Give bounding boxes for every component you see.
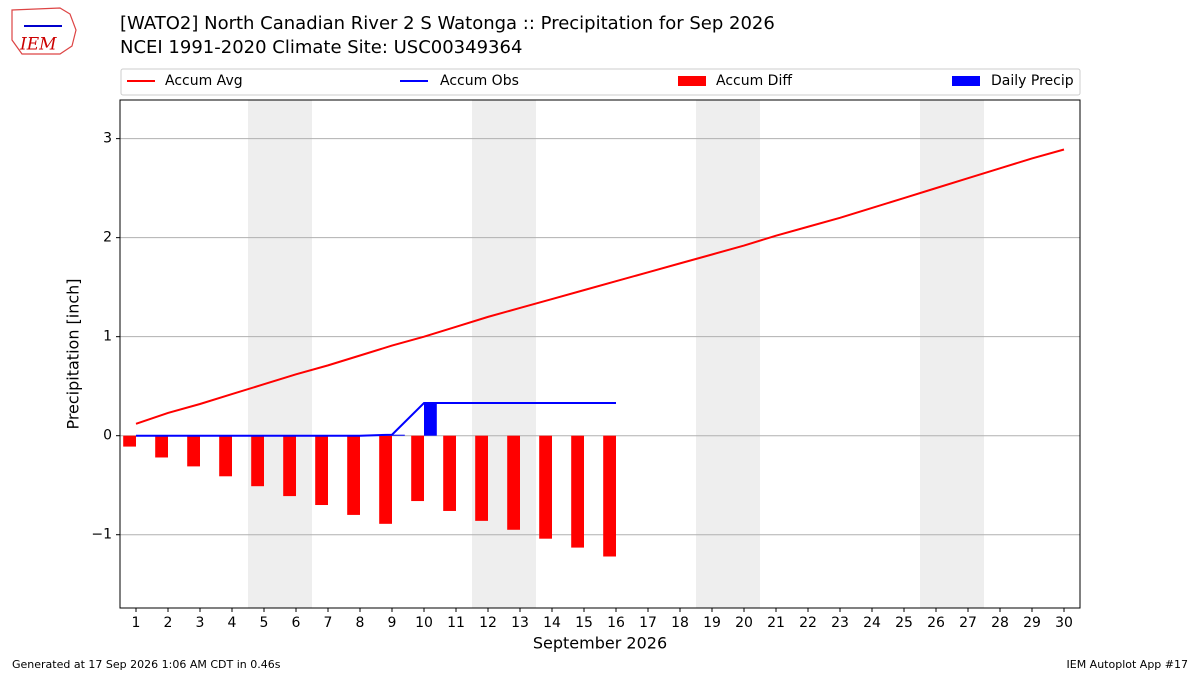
bar [283, 435, 296, 497]
x-tick-label: 4 [228, 615, 237, 631]
legend-label: Daily Precip [991, 73, 1074, 89]
x-tick-label: 23 [831, 615, 849, 631]
bar [392, 434, 405, 436]
x-tick-label: 24 [863, 615, 881, 631]
x-tick-label: 11 [447, 615, 465, 631]
bar [424, 403, 437, 436]
x-tick-label: 15 [575, 615, 593, 631]
y-tick-label: 1 [103, 329, 112, 345]
bar [251, 435, 264, 487]
y-axis-label: Precipitation [inch] [64, 278, 83, 429]
bar [315, 435, 328, 506]
legend-label: Accum Avg [165, 73, 243, 89]
plot-frame [119, 99, 1081, 609]
bar [571, 435, 584, 548]
x-tick-label: 30 [1055, 615, 1073, 631]
weekend-shade [696, 100, 760, 608]
footer-right: IEM Autoplot App #17 [1067, 658, 1189, 671]
bar [187, 435, 200, 467]
x-tick-label: 8 [356, 615, 365, 631]
x-tick-label: 13 [511, 615, 529, 631]
bar [347, 435, 360, 515]
x-tick-label: 1 [132, 615, 141, 631]
bar [507, 435, 520, 530]
y-tick-label: 3 [103, 131, 112, 147]
logo: IEM [11, 7, 77, 55]
x-tick-label: 29 [1023, 615, 1041, 631]
bar [603, 435, 616, 557]
chart-subtitle: NCEI 1991-2020 Climate Site: USC00349364 [120, 37, 522, 58]
bar [443, 435, 456, 511]
x-tick-label: 27 [959, 615, 977, 631]
legend-box [120, 68, 1081, 96]
bar [411, 435, 424, 502]
x-tick-label: 3 [196, 615, 205, 631]
y-tick-label: −1 [91, 527, 112, 543]
line [136, 402, 616, 437]
x-tick-label: 9 [388, 615, 397, 631]
weekend-shade [920, 100, 984, 608]
x-tick-label: 14 [543, 615, 561, 631]
bar [379, 435, 392, 524]
legend-label: Accum Diff [716, 73, 792, 89]
legend-label: Accum Obs [440, 73, 519, 89]
legend-swatch [952, 76, 980, 86]
x-tick-label: 19 [703, 615, 721, 631]
y-tick-label: 0 [103, 428, 112, 444]
bar [155, 435, 168, 458]
bar [539, 435, 552, 539]
x-tick-label: 26 [927, 615, 945, 631]
weekend-shade [248, 100, 312, 608]
x-tick-label: 5 [260, 615, 269, 631]
chart-title: [WATO2] North Canadian River 2 S Watonga… [120, 13, 775, 34]
x-tick-label: 22 [799, 615, 817, 631]
line [135, 148, 1065, 425]
footer-left: Generated at 17 Sep 2026 1:06 AM CDT in … [12, 658, 281, 671]
y-tick-label: 2 [103, 230, 112, 246]
x-tick-label: 25 [895, 615, 913, 631]
x-tick-label: 28 [991, 615, 1009, 631]
x-tick-label: 10 [415, 615, 433, 631]
x-tick-label: 2 [164, 615, 173, 631]
logo-text: IEM [19, 35, 57, 55]
logo-outline [11, 7, 77, 55]
x-tick-label: 18 [671, 615, 689, 631]
x-tick-label: 20 [735, 615, 753, 631]
legend-swatch [678, 76, 706, 86]
x-tick-label: 12 [479, 615, 497, 631]
weekend-shade [472, 100, 536, 608]
x-tick-label: 21 [767, 615, 785, 631]
bar [219, 435, 232, 477]
x-axis-label: September 2026 [533, 634, 667, 653]
bar [475, 435, 488, 521]
x-tick-label: 17 [639, 615, 657, 631]
x-tick-label: 16 [607, 615, 625, 631]
bar [123, 435, 136, 447]
x-tick-label: 6 [292, 615, 301, 631]
x-tick-label: 7 [324, 615, 333, 631]
